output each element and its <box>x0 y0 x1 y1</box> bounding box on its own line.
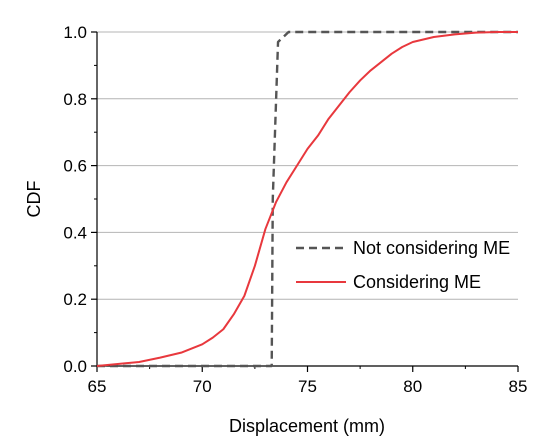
axes <box>96 32 518 367</box>
y-tick-label-2: 0.4 <box>63 223 87 242</box>
x-tick-label-4: 85 <box>509 377 528 396</box>
y-tick-label-5: 1.0 <box>63 23 87 42</box>
x-tick-label-2: 75 <box>298 377 317 396</box>
series-line-0 <box>97 30 518 368</box>
tick-labels: 0.0 0.2 0.4 0.6 0.8 1.0 65 70 75 80 85 <box>63 23 527 396</box>
y-tick-label-4: 0.8 <box>63 90 87 109</box>
y-tick-label-0: 0.0 <box>63 357 87 376</box>
x-tick-label-1: 70 <box>193 377 212 396</box>
tick-marks <box>91 31 519 372</box>
x-axis-title: Displacement (mm) <box>229 416 385 436</box>
legend-label-0: Not considering ME <box>353 238 510 258</box>
series-layer <box>96 30 518 368</box>
y-tick-label-1: 0.2 <box>63 290 87 309</box>
y-axis-title: CDF <box>24 181 44 218</box>
gridlines <box>97 31 518 300</box>
x-tick-label-0: 65 <box>88 377 107 396</box>
legend: Not considering ME Considering ME <box>296 238 510 292</box>
x-tick-label-3: 80 <box>403 377 422 396</box>
series-line-1 <box>96 31 518 367</box>
y-tick-label-3: 0.6 <box>63 157 87 176</box>
legend-label-1: Considering ME <box>353 272 481 292</box>
